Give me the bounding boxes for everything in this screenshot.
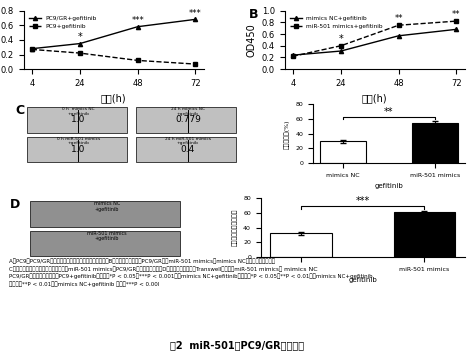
Text: ***: *** bbox=[356, 196, 370, 206]
PC9/GR+gefitinib bbox=[135, 25, 141, 29]
Text: 0 h miR-501 mimics
+gefitinib: 0 h miR-501 mimics +gefitinib bbox=[57, 137, 100, 145]
Text: C: C bbox=[15, 105, 24, 118]
Text: B: B bbox=[248, 8, 258, 21]
miR-501 mimics+gefitinib bbox=[396, 23, 401, 27]
Bar bbox=[27, 107, 127, 133]
Text: **: ** bbox=[452, 10, 461, 19]
Text: ***: *** bbox=[189, 9, 202, 18]
Line: mimics NC+gefitinib: mimics NC+gefitinib bbox=[291, 27, 458, 57]
Text: miR-501 mimics
+gefitinib: miR-501 mimics +gefitinib bbox=[87, 231, 127, 241]
Text: A：PC9和PC9/GR在含吉非替尼培养基中的细胞活力变化；B：吉非替尼处理下，PC9/GR转染miR-501 mimics和mimics NC后的细胞活力变化: A：PC9和PC9/GR在含吉非替尼培养基中的细胞活力变化；B：吉非替尼处理下，… bbox=[9, 259, 373, 287]
PC9/GR+gefitinib bbox=[192, 17, 198, 21]
Bar bbox=[27, 137, 127, 162]
miR-501 mimics+gefitinib bbox=[338, 44, 344, 48]
X-axis label: gefitinib: gefitinib bbox=[374, 183, 403, 189]
Text: 24 h miR-501 mimics
+gefitinib: 24 h miR-501 mimics +gefitinib bbox=[165, 137, 211, 145]
Bar bbox=[412, 123, 457, 163]
Text: 图2  miR-501在PC9/GR中的作用: 图2 miR-501在PC9/GR中的作用 bbox=[170, 340, 304, 350]
miR-501 mimics+gefitinib bbox=[290, 54, 296, 58]
mimics NC+gefitinib bbox=[454, 27, 459, 31]
Text: D: D bbox=[10, 198, 20, 211]
PC9+gefitinib bbox=[77, 51, 83, 55]
Bar bbox=[270, 233, 332, 257]
Line: miR-501 mimics+gefitinib: miR-501 mimics+gefitinib bbox=[291, 19, 458, 58]
PC9/GR+gefitinib bbox=[29, 46, 35, 51]
Legend: mimics NC+gefitinib, miR-501 mimics+gefitinib: mimics NC+gefitinib, miR-501 mimics+gefi… bbox=[288, 13, 385, 31]
Text: 1.0: 1.0 bbox=[71, 115, 86, 124]
miR-501 mimics+gefitinib bbox=[454, 19, 459, 23]
mimics NC+gefitinib bbox=[338, 49, 344, 53]
X-axis label: 时间(h): 时间(h) bbox=[101, 94, 127, 103]
Text: 24 h mimics NC
+gefitinib: 24 h mimics NC +gefitinib bbox=[171, 107, 205, 116]
Y-axis label: 伤口愈合率(%): 伤口愈合率(%) bbox=[284, 119, 290, 149]
Text: mimics NC
+gefitinib: mimics NC +gefitinib bbox=[94, 201, 120, 212]
PC9+gefitinib bbox=[135, 58, 141, 63]
Text: 0.4: 0.4 bbox=[181, 145, 195, 153]
Y-axis label: OD450: OD450 bbox=[246, 23, 256, 57]
mimics NC+gefitinib bbox=[396, 34, 401, 38]
Bar bbox=[30, 201, 181, 227]
Bar bbox=[393, 212, 455, 257]
Bar bbox=[30, 231, 181, 256]
Line: PC9/GR+gefitinib: PC9/GR+gefitinib bbox=[30, 17, 198, 51]
Legend: PC9/GR+gefitinib, PC9+gefitinib: PC9/GR+gefitinib, PC9+gefitinib bbox=[27, 13, 99, 31]
Text: 1.0: 1.0 bbox=[71, 145, 86, 153]
Bar bbox=[137, 107, 236, 133]
Text: *: * bbox=[338, 34, 343, 44]
PC9+gefitinib bbox=[29, 47, 35, 51]
Text: **: ** bbox=[384, 107, 393, 117]
Text: ***: *** bbox=[131, 16, 144, 25]
Text: **: ** bbox=[394, 14, 403, 24]
Bar bbox=[137, 137, 236, 162]
X-axis label: gefitinib: gefitinib bbox=[348, 277, 377, 283]
Line: PC9+gefitinib: PC9+gefitinib bbox=[30, 47, 198, 66]
mimics NC+gefitinib bbox=[290, 53, 296, 57]
Text: 0.779: 0.779 bbox=[175, 115, 201, 124]
PC9+gefitinib bbox=[192, 62, 198, 66]
PC9/GR+gefitinib bbox=[77, 42, 83, 46]
Text: *: * bbox=[78, 32, 82, 42]
Text: 0 h  mimics NC
+gefitinib: 0 h mimics NC +gefitinib bbox=[62, 107, 95, 116]
X-axis label: 时间(h): 时间(h) bbox=[362, 94, 387, 103]
Y-axis label: 每个视野远移细胞计数: 每个视野远移细胞计数 bbox=[232, 209, 237, 246]
Bar bbox=[320, 141, 366, 163]
